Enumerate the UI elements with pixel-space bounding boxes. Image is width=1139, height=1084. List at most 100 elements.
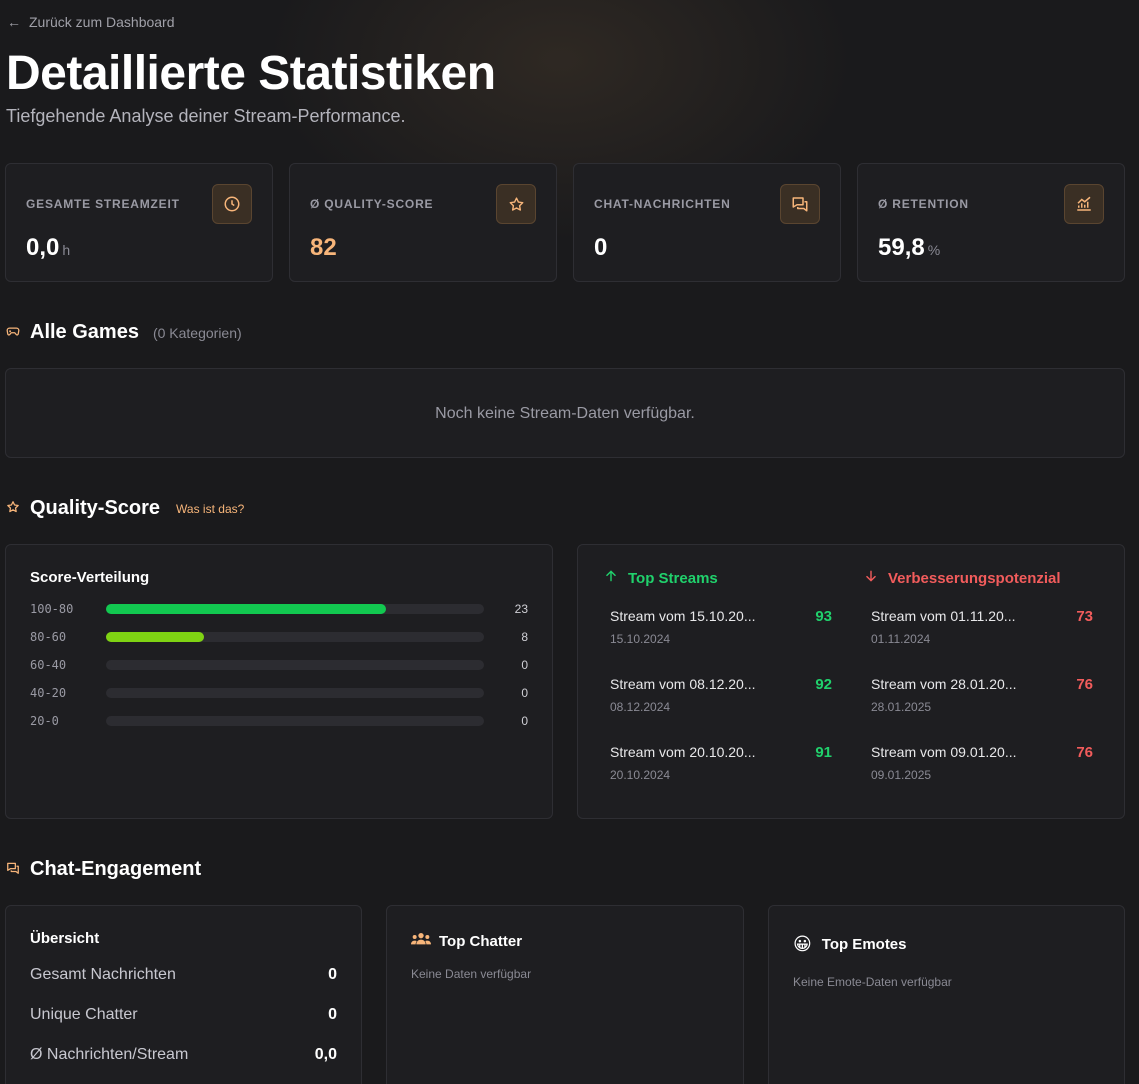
chat-icon bbox=[780, 184, 820, 224]
stream-name: Stream vom 28.01.20... bbox=[871, 676, 1017, 692]
stream-list-item[interactable]: Stream vom 15.10.20... 15.10.2024 93 bbox=[610, 608, 832, 646]
overview-row: Ø Nachrichten/Stream 0,0 bbox=[30, 1046, 337, 1063]
stat-card-streamtime: GESAMTE STREAMZEIT 0,0 h bbox=[5, 163, 273, 282]
distribution-range-label: 80-60 bbox=[30, 630, 67, 644]
score-distribution-title: Score-Verteilung bbox=[30, 569, 150, 586]
top-emotes-header: 😀 Top Emotes bbox=[793, 934, 907, 955]
stream-date: 20.10.2024 bbox=[610, 768, 671, 782]
top-emotes-card: 😀 Top Emotes Keine Emote-Daten verfügbar bbox=[768, 905, 1125, 1084]
games-title: Alle Games bbox=[30, 321, 139, 343]
clock-icon bbox=[212, 184, 252, 224]
overview-title: Übersicht bbox=[30, 930, 100, 947]
stream-name: Stream vom 08.12.20... bbox=[610, 676, 756, 692]
score-distribution-card: Score-Verteilung 100-80 23 80-60 8 60-40 0 40-… bbox=[5, 544, 553, 819]
stat-card-chat: CHAT-NACHRICHTEN 0 bbox=[573, 163, 841, 282]
arrow-up-icon bbox=[604, 569, 618, 587]
gamepad-icon bbox=[6, 321, 20, 344]
stat-card-retention: Ø RETENTION 59,8% bbox=[857, 163, 1125, 282]
distribution-row: 40-20 0 bbox=[30, 686, 528, 700]
top-chatter-empty: Keine Daten verfügbar bbox=[411, 967, 532, 981]
distribution-bar bbox=[106, 604, 386, 614]
distribution-row: 80-60 8 bbox=[30, 630, 528, 644]
stream-score: 76 bbox=[1076, 676, 1093, 693]
stat-label: Ø QUALITY-SCORE bbox=[310, 197, 434, 211]
chat-title: Chat-Engagement bbox=[30, 858, 202, 880]
distribution-range-label: 60-40 bbox=[30, 658, 67, 672]
back-link-label: Zurück zum Dashboard bbox=[29, 14, 175, 30]
chart-icon bbox=[1064, 184, 1104, 224]
quality-help-link[interactable]: Was ist das? bbox=[176, 501, 245, 516]
stream-name: Stream vom 20.10.20... bbox=[610, 744, 756, 760]
overview-row: Unique Chatter 0 bbox=[30, 1006, 337, 1023]
distribution-count: 8 bbox=[521, 630, 528, 644]
top-chatter-card: Top Chatter Keine Daten verfügbar bbox=[386, 905, 744, 1084]
stream-score: 76 bbox=[1076, 744, 1093, 761]
distribution-range-label: 100-80 bbox=[30, 602, 74, 616]
top-chatter-title: Top Chatter bbox=[439, 932, 523, 950]
distribution-count: 23 bbox=[514, 602, 528, 616]
distribution-bar-track bbox=[106, 660, 484, 670]
distribution-range-label: 20-0 bbox=[30, 714, 59, 728]
chat-icon bbox=[6, 858, 20, 881]
stat-label: Ø RETENTION bbox=[878, 197, 969, 211]
page-subtitle: Tiefgehende Analyse deiner Stream-Perfor… bbox=[6, 106, 406, 126]
stream-score: 73 bbox=[1076, 608, 1093, 625]
stream-list-item[interactable]: Stream vom 01.11.20... 01.11.2024 73 bbox=[871, 608, 1093, 646]
quality-title: Quality-Score bbox=[30, 497, 161, 519]
page-title: Detaillierte Statistiken bbox=[6, 47, 496, 100]
top-chatter-header: Top Chatter bbox=[411, 932, 522, 950]
top-emotes-title: Top Emotes bbox=[821, 936, 907, 953]
distribution-range-label: 40-20 bbox=[30, 686, 67, 700]
stat-value: 0,0 h bbox=[26, 234, 71, 261]
stream-score: 92 bbox=[815, 676, 832, 693]
top-streams-header: Top Streams bbox=[604, 569, 718, 587]
star-icon bbox=[496, 184, 536, 224]
stream-score: 93 bbox=[815, 608, 832, 625]
back-to-dashboard-link[interactable]: ← Zurück zum Dashboard bbox=[7, 14, 175, 30]
smiley-icon: 😀 bbox=[793, 934, 812, 954]
stream-name: Stream vom 01.11.20... bbox=[871, 608, 1016, 624]
overview-row: Gesamt Nachrichten 0 bbox=[30, 966, 337, 983]
arrow-left-icon: ← bbox=[7, 14, 21, 30]
top-streams-title: Top Streams bbox=[628, 569, 718, 587]
distribution-count: 0 bbox=[521, 686, 528, 700]
stream-score: 91 bbox=[815, 744, 832, 761]
stream-list-item[interactable]: Stream vom 09.01.20... 09.01.2025 76 bbox=[871, 744, 1093, 782]
stream-date: 01.11.2024 bbox=[871, 632, 931, 646]
stat-card-quality: Ø QUALITY-SCORE 82 bbox=[289, 163, 557, 282]
stream-date: 28.01.2025 bbox=[871, 700, 932, 714]
distribution-bar-track bbox=[106, 632, 484, 642]
top-emotes-empty: Keine Emote-Daten verfügbar bbox=[793, 975, 952, 989]
stream-name: Stream vom 15.10.20... bbox=[610, 608, 756, 624]
stat-value: 82 bbox=[310, 234, 337, 261]
chat-overview-card: Übersicht Gesamt Nachrichten 0 Unique Cha… bbox=[5, 905, 362, 1084]
stream-list-item[interactable]: Stream vom 20.10.20... 20.10.2024 91 bbox=[610, 744, 832, 782]
distribution-bar-track bbox=[106, 716, 484, 726]
distribution-row: 60-40 0 bbox=[30, 658, 528, 672]
stream-list-item[interactable]: Stream vom 28.01.20... 28.01.2025 76 bbox=[871, 676, 1093, 714]
distribution-bar bbox=[106, 632, 204, 642]
distribution-row: 20-0 0 bbox=[30, 714, 528, 728]
distribution-count: 0 bbox=[521, 658, 528, 672]
chat-section-title: Chat-Engagement bbox=[6, 858, 201, 881]
stream-ranking-card: Top Streams Verbesserungspotenzial Strea… bbox=[577, 544, 1125, 819]
games-card: Noch keine Stream-Daten verfügbar. bbox=[5, 368, 1125, 458]
distribution-bar-track bbox=[106, 604, 484, 614]
improve-title: Verbesserungspotenzial bbox=[888, 569, 1061, 587]
users-icon bbox=[411, 932, 431, 950]
distribution-row: 100-80 23 bbox=[30, 602, 528, 616]
stat-value: 59,8% bbox=[878, 234, 941, 261]
star-icon bbox=[6, 497, 20, 520]
stream-date: 15.10.2024 bbox=[610, 632, 671, 646]
games-empty-message: Noch keine Stream-Daten verfügbar. bbox=[435, 405, 695, 422]
distribution-bar-track bbox=[106, 688, 484, 698]
games-count: (0 Kategorien) bbox=[152, 324, 242, 341]
stat-label: CHAT-NACHRICHTEN bbox=[594, 197, 731, 211]
quality-section-title: Quality-Score Was ist das? bbox=[6, 497, 244, 520]
stream-list-item[interactable]: Stream vom 08.12.20... 08.12.2024 92 bbox=[610, 676, 832, 714]
stream-name: Stream vom 09.01.20... bbox=[871, 744, 1017, 760]
stat-value: 0 bbox=[594, 234, 608, 261]
stream-date: 08.12.2024 bbox=[610, 700, 671, 714]
arrow-down-icon bbox=[864, 569, 878, 587]
improve-header: Verbesserungspotenzial bbox=[864, 569, 1061, 587]
